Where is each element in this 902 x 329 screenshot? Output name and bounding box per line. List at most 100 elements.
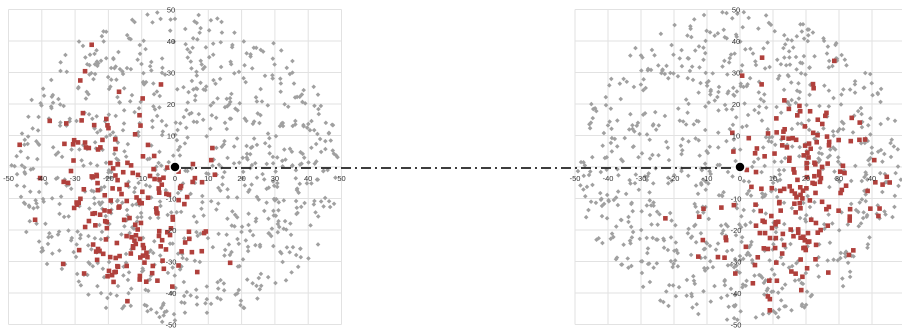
grey-diamond-point xyxy=(685,173,691,179)
grey-diamond-point xyxy=(150,20,155,25)
grey-diamond-point xyxy=(154,310,159,315)
grey-diamond-point xyxy=(87,52,93,57)
red-square-point xyxy=(137,273,143,279)
grey-diamond-point xyxy=(677,118,683,123)
grey-diamond-point xyxy=(774,104,779,110)
grey-diamond-point xyxy=(245,157,250,162)
grey-diamond-point xyxy=(127,99,133,104)
red-square-point xyxy=(32,217,38,223)
grey-diamond-point xyxy=(225,187,230,192)
red-square-point xyxy=(868,206,873,211)
grey-diamond-point xyxy=(748,193,754,198)
red-square-point xyxy=(798,235,803,241)
grey-diamond-point xyxy=(301,87,306,93)
grey-diamond-point xyxy=(108,65,114,71)
grey-diamond-point xyxy=(803,219,809,224)
grey-diamond-point xyxy=(847,269,853,275)
grey-diamond-point xyxy=(694,301,700,307)
red-square-point xyxy=(823,113,828,119)
grey-diamond-point xyxy=(868,132,873,137)
grey-diamond-point xyxy=(704,241,710,246)
grey-diamond-point xyxy=(45,241,51,247)
red-square-point xyxy=(124,263,129,269)
grey-diamond-point xyxy=(633,172,639,177)
grey-diamond-point xyxy=(706,181,711,186)
grey-diamond-point xyxy=(790,45,796,50)
red-square-point xyxy=(151,153,157,159)
grey-diamond-point xyxy=(756,110,762,116)
grey-diamond-point xyxy=(230,209,235,214)
grey-diamond-point xyxy=(106,259,112,265)
y-tick-label: -20 xyxy=(166,226,177,235)
grey-diamond-point xyxy=(762,248,767,254)
grey-diamond-point xyxy=(739,214,744,219)
grey-diamond-point xyxy=(157,149,162,155)
grey-diamond-point xyxy=(775,290,781,295)
grey-diamond-point xyxy=(49,234,54,240)
grey-diamond-point xyxy=(644,132,650,137)
grey-diamond-point xyxy=(186,89,191,95)
red-square-point xyxy=(769,213,774,219)
grey-diamond-point xyxy=(59,266,65,272)
red-square-point xyxy=(848,138,854,144)
grey-diamond-point xyxy=(633,45,638,51)
grey-diamond-point xyxy=(275,229,281,235)
grey-diamond-point xyxy=(703,104,708,109)
red-square-point xyxy=(663,216,668,221)
y-tick-label: -10 xyxy=(731,195,742,204)
grey-diamond-point xyxy=(695,191,701,197)
grey-diamond-point xyxy=(799,302,805,307)
grey-diamond-point xyxy=(183,168,188,174)
grey-diamond-point xyxy=(219,19,224,25)
grey-diamond-point xyxy=(724,107,729,112)
grey-diamond-point xyxy=(111,151,117,157)
grey-diamond-point xyxy=(293,167,299,173)
grey-diamond-point xyxy=(105,295,110,301)
y-tick-label: -50 xyxy=(731,321,742,329)
grey-diamond-point xyxy=(738,68,744,74)
red-square-point xyxy=(128,251,134,256)
grey-diamond-point xyxy=(862,70,868,76)
grey-diamond-point xyxy=(253,219,259,224)
grey-diamond-point xyxy=(157,93,163,99)
grey-diamond-point xyxy=(301,124,306,129)
grey-diamond-point xyxy=(270,179,276,184)
grey-diamond-point xyxy=(650,152,655,158)
grey-diamond-point xyxy=(863,172,869,177)
red-square-point xyxy=(789,188,795,194)
x-tick-label: 0 xyxy=(738,174,742,183)
grey-diamond-point xyxy=(730,174,735,179)
grey-diamond-point xyxy=(666,157,672,163)
red-square-point xyxy=(151,166,156,172)
red-square-point xyxy=(137,236,143,242)
grey-diamond-point xyxy=(644,177,650,183)
grey-diamond-point xyxy=(71,249,76,255)
grey-diamond-point xyxy=(281,226,287,232)
grey-diamond-point xyxy=(578,159,584,165)
grey-diamond-point xyxy=(611,234,616,240)
red-square-point xyxy=(132,222,138,228)
grey-diamond-point xyxy=(738,83,744,89)
grey-diamond-point xyxy=(99,229,105,235)
grey-diamond-point xyxy=(804,102,809,108)
y-tick-label: -30 xyxy=(731,258,742,267)
y-tick-label: 50 xyxy=(732,6,740,15)
grey-diamond-point xyxy=(98,187,104,193)
red-square-point xyxy=(819,121,825,127)
grey-diamond-point xyxy=(859,119,865,125)
grey-diamond-point xyxy=(265,274,271,280)
grey-diamond-point xyxy=(661,236,666,241)
grey-diamond-point xyxy=(308,223,313,228)
grey-diamond-point xyxy=(759,169,764,175)
grey-diamond-point xyxy=(733,114,739,120)
red-square-point xyxy=(109,272,115,278)
red-square-point xyxy=(186,236,192,242)
grey-diamond-point xyxy=(863,170,868,175)
red-square-point xyxy=(797,185,803,190)
grey-diamond-point xyxy=(650,235,656,241)
grey-diamond-point xyxy=(136,180,141,186)
grey-diamond-point xyxy=(213,115,219,121)
red-square-point xyxy=(762,154,767,159)
grey-diamond-point xyxy=(184,107,189,113)
grey-diamond-point xyxy=(181,84,186,90)
